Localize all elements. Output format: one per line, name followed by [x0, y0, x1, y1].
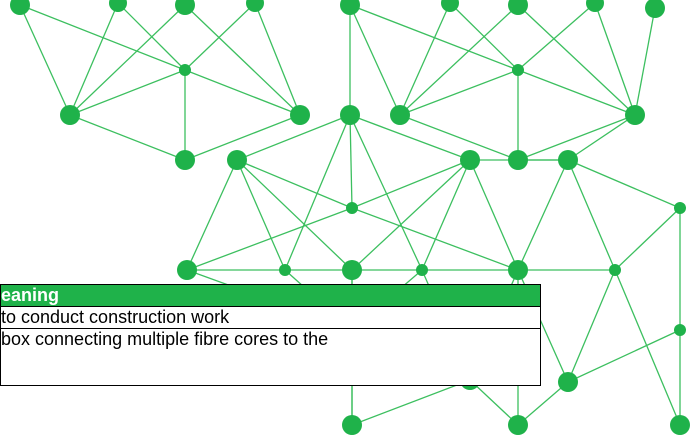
- network-link: [184, 4, 301, 116]
- network-link: [614, 269, 681, 426]
- network-link: [19, 4, 186, 71]
- network-node: [175, 0, 195, 15]
- network-node: [340, 0, 360, 15]
- network-link: [567, 159, 681, 209]
- network-node: [512, 64, 524, 76]
- network-node: [179, 64, 191, 76]
- network-node: [670, 415, 690, 435]
- network-link: [421, 159, 471, 271]
- network-link: [517, 114, 636, 161]
- network-node: [342, 415, 362, 435]
- network-node: [109, 0, 127, 12]
- network-link: [69, 2, 119, 116]
- network-node: [558, 150, 578, 170]
- network-link: [184, 2, 256, 71]
- network-node: [674, 202, 686, 214]
- network-node: [340, 105, 360, 125]
- network-link: [349, 114, 471, 161]
- network-node: [645, 0, 665, 18]
- table-header: eaning: [0, 284, 541, 307]
- network-link: [517, 159, 569, 271]
- network-link: [517, 2, 596, 71]
- network-link: [567, 114, 636, 161]
- glossary-table: eaning to conduct construction work box …: [0, 284, 541, 386]
- network-link: [349, 4, 401, 116]
- network-node: [290, 105, 310, 125]
- network-link: [69, 4, 186, 116]
- network-node: [342, 260, 362, 280]
- network-node: [177, 260, 197, 280]
- network-link: [351, 207, 519, 271]
- network-link: [449, 2, 519, 71]
- network-link: [69, 114, 186, 161]
- network-link: [186, 207, 353, 271]
- network-node: [508, 415, 528, 435]
- network-link: [351, 159, 471, 271]
- network-link: [399, 69, 519, 116]
- network-link: [594, 2, 636, 116]
- network-link: [469, 159, 519, 271]
- network-link: [399, 4, 519, 116]
- network-link: [517, 381, 569, 426]
- network-link: [254, 2, 301, 116]
- network-link: [349, 4, 519, 71]
- network-link: [351, 379, 471, 426]
- network-node: [460, 150, 480, 170]
- network-link: [236, 114, 351, 161]
- network-link: [184, 114, 301, 161]
- network-link: [517, 4, 636, 116]
- network-link: [567, 159, 616, 271]
- network-link: [236, 159, 353, 271]
- network-link: [184, 69, 301, 116]
- network-link: [117, 2, 186, 71]
- network-node: [674, 324, 686, 336]
- network-node: [609, 264, 621, 276]
- table-cell: box connecting multiple fibre cores to t…: [0, 328, 541, 386]
- network-node: [346, 202, 358, 214]
- network-node: [390, 105, 410, 125]
- network-link: [399, 2, 451, 116]
- network-node: [246, 0, 264, 12]
- network-node: [416, 264, 428, 276]
- network-node: [508, 260, 528, 280]
- network-link: [19, 4, 71, 116]
- network-link: [349, 114, 353, 209]
- network-link: [186, 159, 238, 271]
- network-link: [614, 207, 681, 271]
- network-node: [227, 150, 247, 170]
- network-node: [508, 0, 528, 15]
- table-cell: to conduct construction work: [0, 306, 541, 329]
- network-node: [508, 150, 528, 170]
- network-node: [279, 264, 291, 276]
- network-node: [558, 372, 578, 392]
- network-link: [517, 69, 636, 116]
- network-node: [441, 0, 459, 12]
- network-node: [60, 105, 80, 125]
- network-node: [10, 0, 30, 15]
- network-node: [586, 0, 604, 12]
- network-link: [567, 269, 616, 383]
- network-link: [284, 114, 351, 271]
- network-link: [351, 159, 471, 209]
- network-link: [567, 329, 681, 383]
- network-link: [349, 114, 423, 271]
- network-link: [399, 114, 519, 161]
- network-link: [236, 159, 353, 209]
- network-node: [175, 150, 195, 170]
- network-link: [469, 379, 519, 426]
- network-link: [236, 159, 286, 271]
- network-node: [625, 105, 645, 125]
- network-link: [69, 69, 186, 116]
- network-link: [634, 7, 656, 116]
